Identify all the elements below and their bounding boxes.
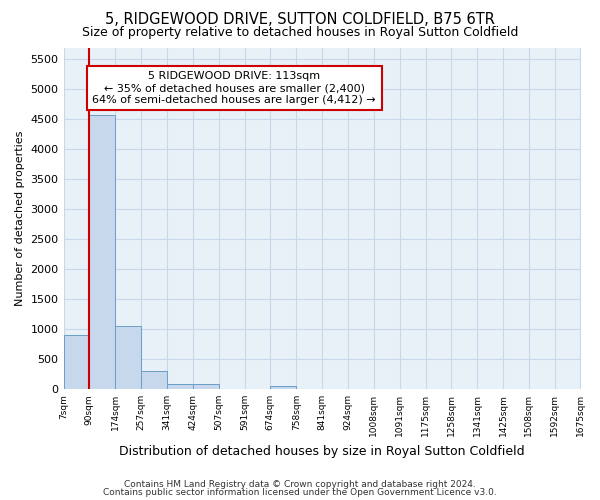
Bar [141,371,167,389]
Bar [115,326,141,389]
Text: Contains HM Land Registry data © Crown copyright and database right 2024.: Contains HM Land Registry data © Crown c… [124,480,476,489]
X-axis label: Distribution of detached houses by size in Royal Sutton Coldfield: Distribution of detached houses by size … [119,444,525,458]
Text: Contains public sector information licensed under the Open Government Licence v3: Contains public sector information licen… [103,488,497,497]
Text: 5 RIDGEWOOD DRIVE: 113sqm
← 35% of detached houses are smaller (2,400)
64% of se: 5 RIDGEWOOD DRIVE: 113sqm ← 35% of detac… [92,72,376,104]
Text: Size of property relative to detached houses in Royal Sutton Coldfield: Size of property relative to detached ho… [82,26,518,39]
Y-axis label: Number of detached properties: Number of detached properties [15,130,25,306]
Bar [270,386,296,389]
Bar [167,384,193,389]
Text: 5, RIDGEWOOD DRIVE, SUTTON COLDFIELD, B75 6TR: 5, RIDGEWOOD DRIVE, SUTTON COLDFIELD, B7… [105,12,495,28]
Bar [193,384,218,389]
Bar [64,335,89,389]
Bar [89,114,115,389]
